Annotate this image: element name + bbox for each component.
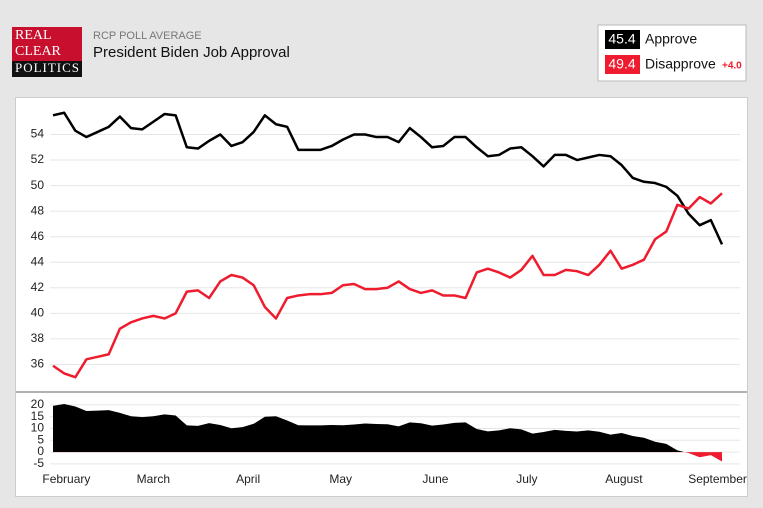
y-tick-label: 54 xyxy=(31,127,45,141)
x-tick-label: March xyxy=(137,472,170,486)
kicker: RCP POLL AVERAGE xyxy=(93,30,202,42)
legend-label: Disapprove xyxy=(645,56,716,72)
y-tick-label: 44 xyxy=(31,254,45,268)
line xyxy=(52,192,723,379)
legend-swatch xyxy=(605,55,640,74)
x-tick-label: September xyxy=(688,472,747,486)
x-tick-label: May xyxy=(329,472,352,486)
chart-title: President Biden Job Approval xyxy=(93,44,290,61)
y-tick-label: 10 xyxy=(31,421,45,435)
x-tick-label: July xyxy=(516,472,537,486)
x-tick-label: April xyxy=(236,472,260,486)
legend-value: 45.4 xyxy=(608,31,635,47)
area-positive xyxy=(53,403,685,452)
logo-text: CLEAR xyxy=(15,44,62,59)
y-tick-label: -5 xyxy=(33,456,44,470)
y-tick-label: 38 xyxy=(31,331,45,345)
y-tick-label: 15 xyxy=(31,409,45,423)
y-tick-label: 46 xyxy=(31,229,45,243)
line xyxy=(52,111,724,245)
y-tick-label: 20 xyxy=(31,397,45,411)
legend-value: 49.4 xyxy=(608,56,635,72)
spread-label: +4.0 xyxy=(722,61,742,72)
logo-text: REAL xyxy=(15,28,52,43)
y-tick-label: 0 xyxy=(37,444,44,458)
area xyxy=(53,403,685,452)
legend-swatch xyxy=(605,30,640,49)
y-tick-label: 50 xyxy=(31,178,45,192)
x-tick-label: June xyxy=(422,472,448,486)
x-tick-label: August xyxy=(605,472,643,486)
y-tick-label: 40 xyxy=(31,306,45,320)
logo-red xyxy=(12,27,82,61)
legend-label: Approve xyxy=(645,31,697,47)
y-tick-label: 52 xyxy=(31,152,45,166)
y-tick-label: 5 xyxy=(37,432,44,446)
y-tick-label: 36 xyxy=(31,357,45,371)
y-tick-label: 48 xyxy=(31,203,45,217)
x-tick-label: February xyxy=(42,472,90,486)
y-tick-label: 42 xyxy=(31,280,45,294)
logo-text: POLITICS xyxy=(15,60,79,75)
logo-black xyxy=(12,61,82,77)
